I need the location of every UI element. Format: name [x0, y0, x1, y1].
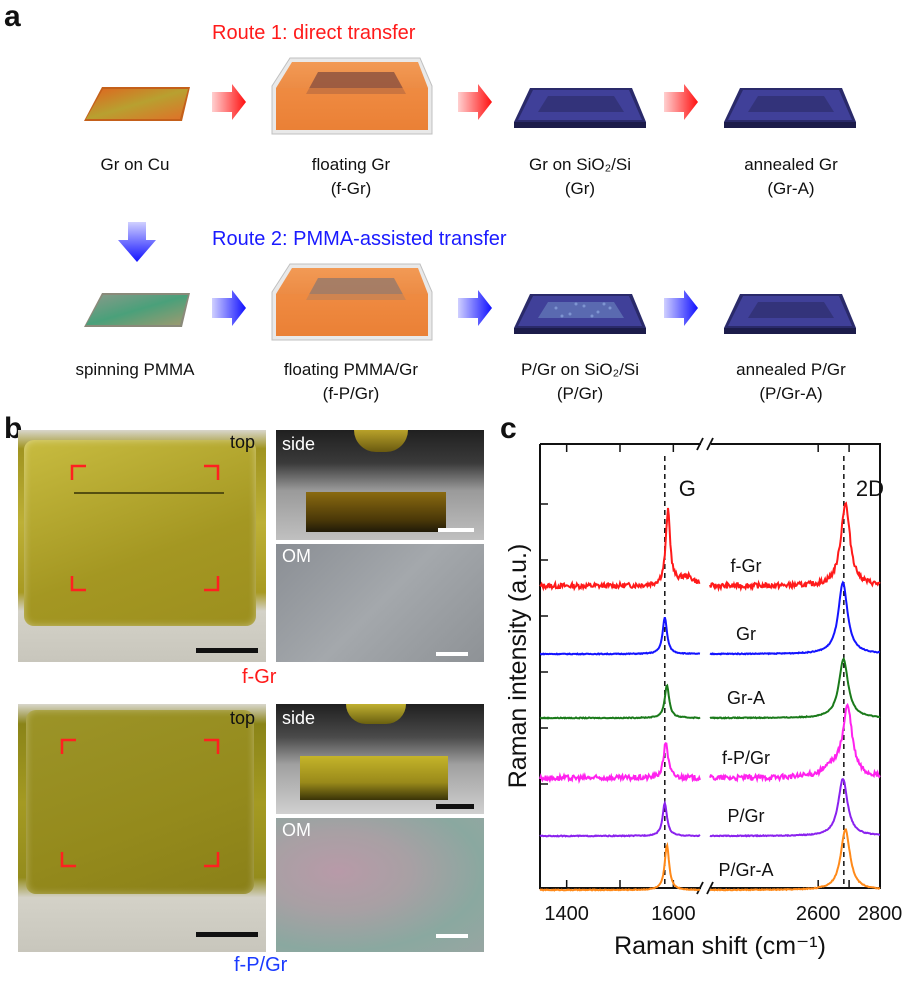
- series-label: P/Gr: [727, 806, 764, 826]
- axis-break-mark: [696, 881, 704, 895]
- x-tick-label: 2800: [858, 903, 903, 925]
- scale-bar: [436, 652, 468, 656]
- fpgr-side-photo: [276, 704, 484, 814]
- spectrum-line-gr-a: [539, 683, 701, 720]
- spectrum-line-p-gr: [539, 799, 701, 838]
- x-tick-label: 2600: [796, 903, 841, 925]
- panel-a-letter: a: [4, 0, 21, 33]
- arrow-right-icon: [664, 84, 698, 120]
- sample-caption-fgr: f-Gr: [242, 666, 277, 688]
- arrow-right-icon: [664, 290, 698, 326]
- annealed-gr-illustration: [724, 88, 856, 128]
- scale-bar: [196, 648, 258, 653]
- scale-bar: [436, 804, 474, 809]
- spectrum-line-p-gr-a: [709, 828, 881, 892]
- route1-step2-label: floating Gr (f-Gr): [311, 155, 391, 198]
- spectrum-line-f-p-gr: [709, 702, 881, 784]
- route1-title: Route 1: direct transfer: [212, 22, 416, 44]
- gr-on-sio2-illustration: [514, 88, 646, 128]
- fgr-top-photo: [18, 430, 266, 662]
- gr-on-cu-illustration: [84, 87, 190, 121]
- spectrum-line-f-gr: [539, 507, 701, 592]
- raman-spectra-chart: 1400 1600 2600 2800 Raman shift (cm⁻¹) Raman …: [504, 437, 903, 960]
- peak-label-2d: 2D: [856, 476, 884, 501]
- om-label-1: OM: [282, 546, 311, 566]
- route1-step3-label: Gr on SiO₂/Si (Gr): [528, 155, 632, 198]
- fpgr-top-photo: [18, 704, 266, 952]
- x-axis-label: Raman shift (cm⁻¹): [614, 932, 826, 960]
- plot-frame: [539, 443, 881, 889]
- route2-step2-label: floating PMMA/Gr (f-P/Gr): [283, 360, 419, 403]
- top-view-label-1: top: [230, 432, 256, 452]
- fpgr-om-photo: [276, 818, 484, 952]
- arrow-right-icon: [212, 84, 246, 120]
- floating-gr-illustration: [271, 57, 433, 135]
- route2-step3-label: P/Gr on SiO₂/Si (P/Gr): [520, 360, 640, 403]
- scale-bar: [438, 528, 474, 532]
- fgr-side-photo: [276, 430, 484, 540]
- scale-bar: [436, 934, 468, 938]
- om-label-2: OM: [282, 820, 311, 840]
- spectrum-line-f-p-gr: [539, 742, 701, 785]
- spectrum-line-f-gr: [709, 501, 881, 593]
- sample-caption-fpgr: f-P/Gr: [234, 954, 288, 976]
- peak-label-g: G: [679, 476, 696, 501]
- route2-step1-label: spinning PMMA: [75, 360, 195, 379]
- pgr-on-sio2-illustration: [514, 294, 646, 334]
- axis-break-mark: [696, 437, 704, 451]
- route2-title: Route 2: PMMA-assisted transfer: [212, 228, 507, 250]
- series-label: Gr-A: [727, 688, 765, 708]
- route2-diagram: [84, 263, 856, 341]
- axis-break-mark: [706, 881, 714, 895]
- spectrum-line-gr-a: [709, 656, 881, 720]
- spectrum-line-gr: [709, 580, 881, 656]
- route1-step1-label: Gr on Cu: [100, 155, 170, 174]
- spectrum-line-p-gr-a: [539, 841, 701, 892]
- region-marker-icon: [70, 464, 220, 592]
- series-label: Gr: [736, 624, 756, 644]
- top-view-label-2: top: [230, 708, 256, 728]
- x-tick-label: 1400: [544, 903, 589, 925]
- fgr-om-photo: [276, 544, 484, 662]
- arrow-right-icon: [458, 290, 492, 326]
- x-tick-label: 1600: [651, 903, 696, 925]
- spectrum-line-p-gr: [709, 777, 881, 838]
- route2-step4-label: annealed P/Gr (P/Gr-A): [736, 360, 846, 403]
- panel-b-letter: b: [4, 412, 23, 445]
- floating-pmma-gr-illustration: [271, 263, 433, 341]
- series-label: P/Gr-A: [718, 860, 773, 880]
- region-marker-icon: [60, 738, 220, 868]
- series-label: f-P/Gr: [722, 748, 770, 768]
- route1-step4-label: annealed Gr (Gr-A): [744, 155, 838, 198]
- axis-break-mark: [706, 437, 714, 451]
- series-label: f-Gr: [731, 556, 762, 576]
- arrow-right-icon: [212, 290, 246, 326]
- route1-diagram: [84, 57, 856, 135]
- side-view-label-2: side: [282, 708, 316, 728]
- arrow-right-icon: [458, 84, 492, 120]
- y-axis-label: Raman intensity (a.u.): [504, 544, 532, 789]
- annealed-pgr-illustration: [724, 294, 856, 334]
- scale-bar: [196, 932, 258, 937]
- arrow-down-icon: [118, 222, 156, 262]
- spinning-pmma-illustration: [84, 293, 190, 327]
- panel-c-letter: c: [500, 412, 517, 445]
- spectrum-line-gr: [539, 616, 701, 656]
- side-view-label-1: side: [282, 434, 316, 454]
